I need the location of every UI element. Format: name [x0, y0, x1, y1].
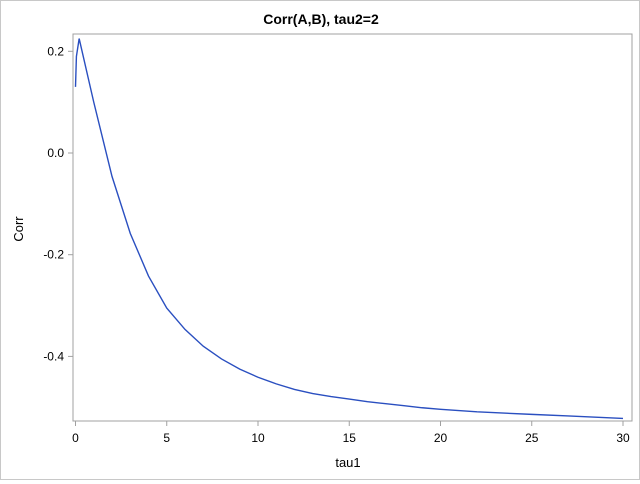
- x-tick-label: 5: [163, 431, 170, 445]
- y-tick-label: -0.4: [43, 349, 64, 363]
- x-tick-label: 20: [434, 431, 448, 445]
- series-line: [74, 38, 624, 420]
- y-axis-label: Corr: [11, 216, 26, 242]
- y-tick-label: 0.0: [47, 146, 64, 160]
- x-tick-label: 30: [616, 431, 630, 445]
- x-tick-label: 15: [343, 431, 357, 445]
- chart-title: Corr(A,B), tau2=2: [263, 11, 379, 27]
- x-tick-label: 25: [525, 431, 539, 445]
- x-axis-label: tau1: [335, 455, 360, 470]
- y-tick-label: -0.2: [43, 248, 64, 262]
- plot-frame: [72, 33, 633, 422]
- x-tick-label: 10: [251, 431, 265, 445]
- x-tick-label: 0: [72, 431, 79, 445]
- y-tick-label: 0.2: [47, 44, 64, 58]
